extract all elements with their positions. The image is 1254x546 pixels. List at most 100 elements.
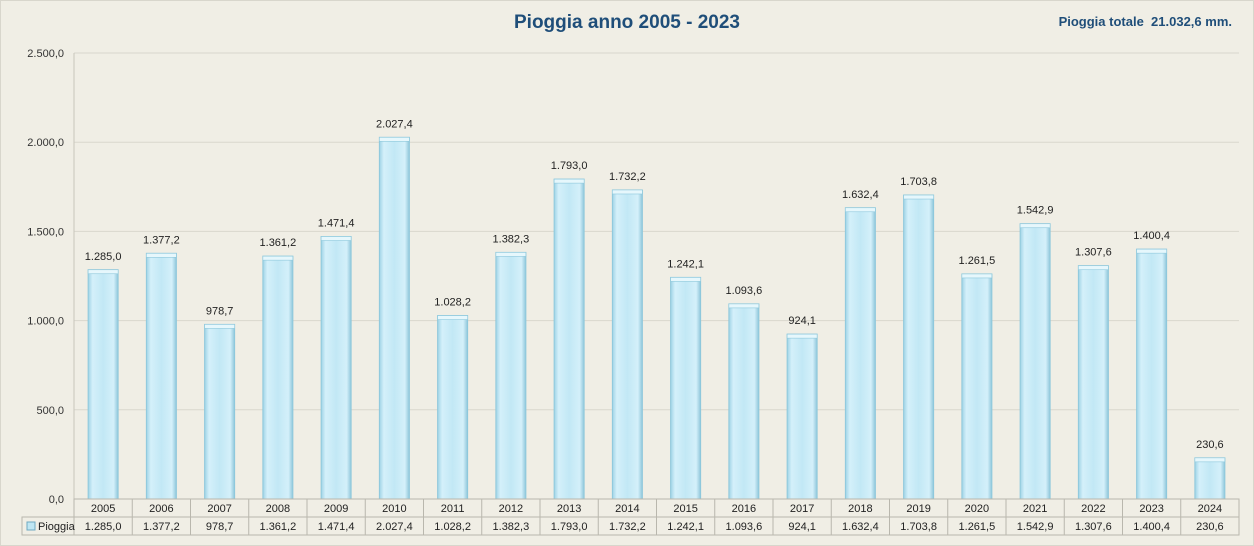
table-value: 1.703,8 (900, 521, 937, 533)
bar-cap (845, 207, 876, 213)
data-label: 1.028,2 (434, 297, 471, 309)
bar-cap (903, 194, 934, 200)
x-tick-label: 2007 (207, 503, 231, 515)
x-tick-label: 2021 (1023, 503, 1047, 515)
x-tick-label: 2014 (615, 503, 639, 515)
bar (553, 178, 585, 500)
table-value: 1.382,3 (493, 521, 530, 533)
x-tick-label: 2018 (848, 503, 872, 515)
data-label: 1.703,8 (900, 176, 937, 188)
data-label: 1.093,6 (726, 285, 763, 297)
legend-series-name: Pioggia (38, 521, 76, 533)
x-tick-label: 2024 (1198, 503, 1222, 515)
bar-cap (1136, 248, 1167, 254)
bar (437, 315, 469, 500)
data-label: 1.471,4 (318, 218, 355, 230)
total-rainfall-label: Pioggia totale (1058, 14, 1144, 29)
total-rainfall-value: 21.032,6 mm. (1151, 14, 1232, 29)
bar (786, 333, 818, 500)
y-tick-label: 2.000,0 (27, 137, 64, 149)
table-value: 924,1 (788, 521, 816, 533)
data-label: 1.377,2 (143, 234, 180, 246)
bar (903, 194, 935, 500)
y-tick-label: 500,0 (36, 405, 64, 417)
bar-cap (262, 255, 294, 261)
data-label: 230,6 (1196, 439, 1224, 451)
x-tick-label: 2011 (441, 503, 465, 515)
table-value: 1.732,2 (609, 521, 646, 533)
y-tick-label: 2.500,0 (27, 48, 64, 60)
table-value: 1.285,0 (85, 521, 122, 533)
x-tick-label: 2017 (790, 503, 814, 515)
x-tick-label: 2013 (557, 503, 581, 515)
y-tick-label: 1.500,0 (27, 226, 64, 238)
data-label: 1.632,4 (842, 189, 879, 201)
bar (1077, 265, 1109, 500)
bar-cap (1194, 457, 1226, 463)
bar-cap (204, 324, 235, 329)
table-value: 1.471,4 (318, 521, 355, 533)
x-tick-label: 2016 (732, 503, 756, 515)
x-tick-label: 2022 (1081, 503, 1105, 515)
table-value: 1.542,9 (1017, 521, 1054, 533)
x-tick-label: 2008 (266, 503, 290, 515)
table-value: 1.242,1 (667, 521, 704, 533)
table-value: 1.400,4 (1133, 521, 1170, 533)
table-value: 1.028,2 (434, 521, 471, 533)
data-label: 1.361,2 (260, 237, 297, 249)
bar (262, 255, 294, 500)
table-value: 1.093,6 (726, 521, 763, 533)
data-label: 978,7 (206, 305, 234, 317)
bar (728, 303, 760, 500)
data-label: 924,1 (788, 315, 816, 327)
data-label: 2.027,4 (376, 118, 413, 130)
bar (844, 207, 876, 500)
y-tick-label: 1.000,0 (27, 316, 64, 328)
data-label: 1.307,6 (1075, 247, 1112, 259)
data-label: 1.732,2 (609, 171, 646, 183)
bar (611, 189, 643, 500)
bar-cap (612, 189, 643, 195)
table-value: 1.632,4 (842, 521, 879, 533)
bar (670, 276, 702, 500)
bar-cap (786, 333, 818, 339)
bar (1194, 457, 1226, 500)
bar (87, 269, 119, 500)
data-label: 1.400,4 (1133, 230, 1170, 242)
x-tick-label: 2020 (965, 503, 989, 515)
data-label: 1.542,9 (1017, 205, 1054, 217)
data-label: 1.285,0 (85, 251, 122, 263)
data-table: 2005 1.285,0 2006 1.377,2 2007 978,7 2008 1.361… (21, 498, 1240, 536)
bar-cap (961, 273, 993, 279)
data-label: 1.793,0 (551, 160, 588, 172)
legend-swatch (26, 521, 36, 531)
table-value: 2.027,4 (376, 521, 413, 533)
x-tick-label: 2015 (673, 503, 697, 515)
x-tick-label: 2019 (906, 503, 930, 515)
x-tick-label: 2010 (382, 503, 406, 515)
bar-cap (495, 252, 527, 257)
data-label: 1.382,3 (493, 233, 530, 245)
bar-cap (553, 178, 585, 184)
x-tick-label: 2023 (1139, 503, 1163, 515)
bar-cap (437, 315, 468, 320)
bar-cap (320, 236, 352, 241)
bar (1136, 248, 1168, 500)
x-tick-label: 2012 (499, 503, 523, 515)
bar (1019, 223, 1051, 500)
chart-title: Pioggia anno 2005 - 2023 (514, 12, 740, 33)
bar-cap (670, 277, 701, 282)
table-value: 1.307,6 (1075, 521, 1112, 533)
bar-cap (1078, 265, 1109, 271)
y-tick-label: 0,0 (49, 494, 64, 506)
bar (320, 236, 352, 500)
bar-cap (1019, 223, 1051, 229)
bar (378, 136, 410, 500)
bar-cap (728, 303, 760, 309)
table-value: 1.261,5 (959, 521, 996, 533)
bar-cap (146, 253, 177, 258)
table-value: 1.377,2 (143, 521, 180, 533)
data-label: 1.261,5 (959, 255, 996, 267)
bar (204, 323, 236, 500)
